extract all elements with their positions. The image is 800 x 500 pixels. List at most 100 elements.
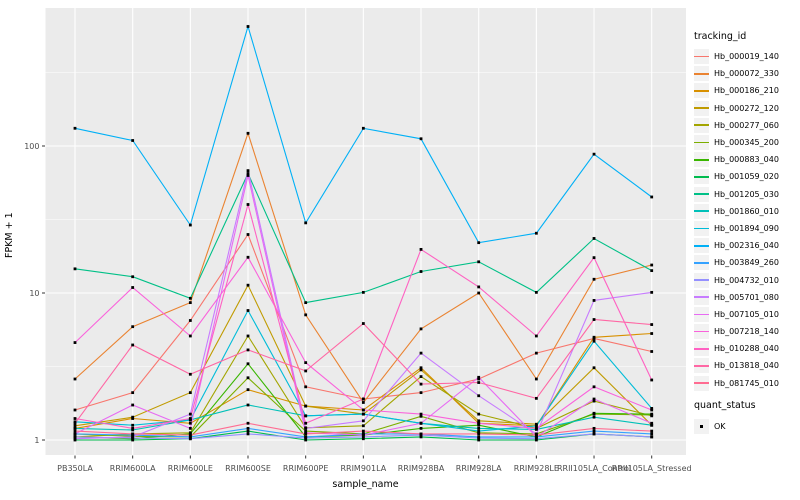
- data-point-Hb_001894_090-RRIM600LA: [131, 423, 135, 427]
- legend-item-Hb_005701_080: Hb_005701_080: [694, 289, 779, 306]
- tracking-id-legend: Hb_000019_140 Hb_000072_330 Hb_000186_210 H…: [694, 48, 779, 392]
- legend-line-icon: [694, 90, 709, 92]
- legend-line-icon: [694, 347, 709, 350]
- data-point-Hb_003849_260-RRII105LA_Control: [592, 429, 596, 433]
- x-tick-label-PB350LA: PB350LA: [57, 464, 93, 473]
- legend-item-Hb_000277_060: Hb_000277_060: [694, 117, 779, 134]
- legend-label: Hb_001205_030: [714, 189, 779, 199]
- data-point-Hb_001894_090-RRII105LA_Control: [592, 339, 596, 343]
- data-point-Hb_001205_030-RRIM901LA: [361, 290, 365, 294]
- data-point-Hb_000019_140-RRII105LA_Stressed: [650, 350, 654, 353]
- data-point-Hb_007218_140-RRIM600LA: [131, 286, 135, 289]
- legend-item-Hb_010288_040: Hb_010288_040: [694, 340, 779, 357]
- legend-label: Hb_000019_140: [714, 52, 779, 62]
- data-point-Hb_002316_040-RRIM928BA: [419, 137, 423, 141]
- x-tick-label-RRII105LA_Control: RRII105LA_Control: [557, 464, 631, 473]
- legend-item-Hb_001860_010: Hb_001860_010: [694, 203, 779, 220]
- legend-line-icon: [694, 330, 709, 333]
- legend-key-ok: [694, 419, 709, 435]
- legend-key-swatch: [694, 341, 709, 357]
- legend-item-Hb_000019_140: Hb_000019_140: [694, 48, 779, 65]
- data-point-Hb_010288_040-RRIM600PE: [304, 421, 308, 425]
- data-point-Hb_000272_120-RRIM928BA: [419, 368, 423, 372]
- data-point-Hb_005701_080-RRIM928LA: [477, 394, 481, 398]
- data-point-Hb_000277_060-RRIM928BA: [419, 375, 423, 378]
- data-point-Hb_005701_080-RRII105LA_Control: [592, 299, 596, 302]
- data-point-Hb_005701_080-RRIM600SE: [246, 169, 250, 173]
- data-point-Hb_081745_010-RRIM600LE: [188, 433, 192, 437]
- data-point-Hb_004732_010-RRII105LA_Control: [592, 432, 596, 436]
- data-point-Hb_081745_010-RRIM928LA: [477, 432, 481, 436]
- legend-label: Hb_000277_060: [714, 120, 779, 130]
- x-tick-label-RRIM928BA: RRIM928BA: [398, 464, 445, 473]
- data-point-Hb_000883_040-RRIM928LA: [477, 423, 481, 427]
- data-point-Hb_000272_120-RRIM928LE: [534, 422, 538, 426]
- data-point-Hb_004732_010-PB350LA: [73, 435, 77, 439]
- data-point-Hb_010288_040-RRIM901LA: [361, 397, 365, 401]
- legend-key-swatch: [694, 49, 709, 65]
- legend-label: Hb_000272_120: [714, 103, 779, 113]
- legend-key-swatch: [694, 289, 709, 305]
- data-point-Hb_007218_140-RRIM600SE: [246, 255, 250, 259]
- data-point-Hb_001205_030-PB350LA: [73, 267, 77, 271]
- data-point-Hb_007105_010-RRIM928LE: [534, 435, 538, 439]
- data-point-Hb_003849_260-RRIM600LE: [188, 435, 192, 439]
- legend-label: Hb_000883_040: [714, 155, 779, 165]
- data-point-Hb_001205_030-RRIM928BA: [419, 270, 423, 273]
- data-point-Hb_001205_030-RRIM928LE: [534, 290, 538, 294]
- data-point-Hb_004732_010-RRII105LA_Stressed: [650, 435, 654, 439]
- data-point-Hb_000883_040-RRIM600SE: [246, 362, 250, 366]
- data-point-Hb_000019_140-RRIM600LA: [131, 391, 135, 395]
- legend-label: Hb_005701_080: [714, 292, 779, 302]
- data-point-Hb_001894_090-RRIM928LA: [477, 429, 481, 433]
- data-point-Hb_010288_040-RRIM928LE: [534, 334, 538, 338]
- legend-item-Hb_007218_140: Hb_007218_140: [694, 323, 779, 340]
- data-point-Hb_001059_020-RRIM600PE: [304, 438, 308, 442]
- data-point-Hb_007218_140-RRIM901LA: [361, 408, 365, 412]
- legend-label: Hb_002316_040: [714, 241, 779, 251]
- legend-label: Hb_001860_010: [714, 206, 779, 216]
- x-tick-label-RRIM600SE: RRIM600SE: [225, 464, 271, 473]
- data-point-Hb_001059_020-RRIM600LA: [131, 438, 135, 442]
- legend-item-Hb_013818_040: Hb_013818_040: [694, 357, 779, 374]
- data-point-Hb_003849_260-RRIM600SE: [246, 426, 250, 430]
- data-point-Hb_001894_090-RRIM928LE: [534, 424, 538, 428]
- data-point-Hb_000272_120-RRIM600LE: [188, 391, 192, 395]
- data-point-Hb_007218_140-RRII105LA_Stressed: [650, 408, 654, 412]
- data-point-Hb_007218_140-PB350LA: [73, 341, 77, 344]
- data-point-Hb_002316_040-RRIM901LA: [361, 126, 365, 130]
- data-point-Hb_002316_040-RRII105LA_Control: [592, 152, 596, 156]
- data-point-Hb_000345_200-RRIM600PE: [304, 429, 308, 433]
- data-point-Hb_001894_090-RRII105LA_Stressed: [650, 407, 654, 410]
- data-point-Hb_004732_010-RRIM928LA: [477, 436, 481, 440]
- data-point-Hb_007218_140-RRIM600LE: [188, 334, 192, 338]
- legend-label: Hb_000072_330: [714, 69, 779, 79]
- data-point-Hb_000186_210-RRII105LA_Stressed: [650, 332, 654, 335]
- data-point-Hb_010288_040-RRIM928LA: [477, 285, 481, 289]
- legend-key-swatch: [694, 152, 709, 168]
- data-point-Hb_010288_040-RRIM600LE: [188, 417, 192, 420]
- data-point-Hb_004732_010-RRIM901LA: [361, 435, 365, 439]
- x-tick-label-RRIM600PE: RRIM600PE: [283, 464, 329, 473]
- legend-line-icon: [694, 382, 709, 385]
- data-point-Hb_000019_140-RRIM928LE: [534, 351, 538, 355]
- data-point-Hb_002316_040-PB350LA: [73, 126, 77, 130]
- data-point-Hb_003849_260-RRII105LA_Stressed: [650, 432, 654, 436]
- legend-item-quant-ok: OK: [694, 418, 726, 435]
- legend-label: Hb_013818_040: [714, 361, 779, 371]
- data-point-Hb_000345_200-RRIM600SE: [246, 376, 250, 380]
- legend-item-Hb_000345_200: Hb_000345_200: [694, 134, 779, 151]
- legend-key-swatch: [694, 324, 709, 340]
- data-point-Hb_000272_120-RRIM600SE: [246, 283, 250, 287]
- data-point-Hb_000186_210-RRIM600SE: [246, 388, 250, 392]
- legend-line-icon: [694, 158, 709, 161]
- data-point-Hb_000277_060-RRII105LA_Control: [592, 399, 596, 403]
- data-point-Hb_000019_140-RRIM600SE: [246, 233, 250, 236]
- data-point-Hb_001894_090-PB350LA: [73, 420, 77, 424]
- data-point-Hb_004732_010-RRIM600SE: [246, 432, 250, 436]
- data-point-Hb_001059_020-RRIM928LA: [477, 438, 481, 442]
- data-point-Hb_001205_030-RRII105LA_Control: [592, 237, 596, 240]
- data-point-Hb_000072_330-RRIM901LA: [361, 401, 365, 404]
- legend-label: Hb_003849_260: [714, 258, 779, 268]
- plot-panel-background: [45, 8, 686, 455]
